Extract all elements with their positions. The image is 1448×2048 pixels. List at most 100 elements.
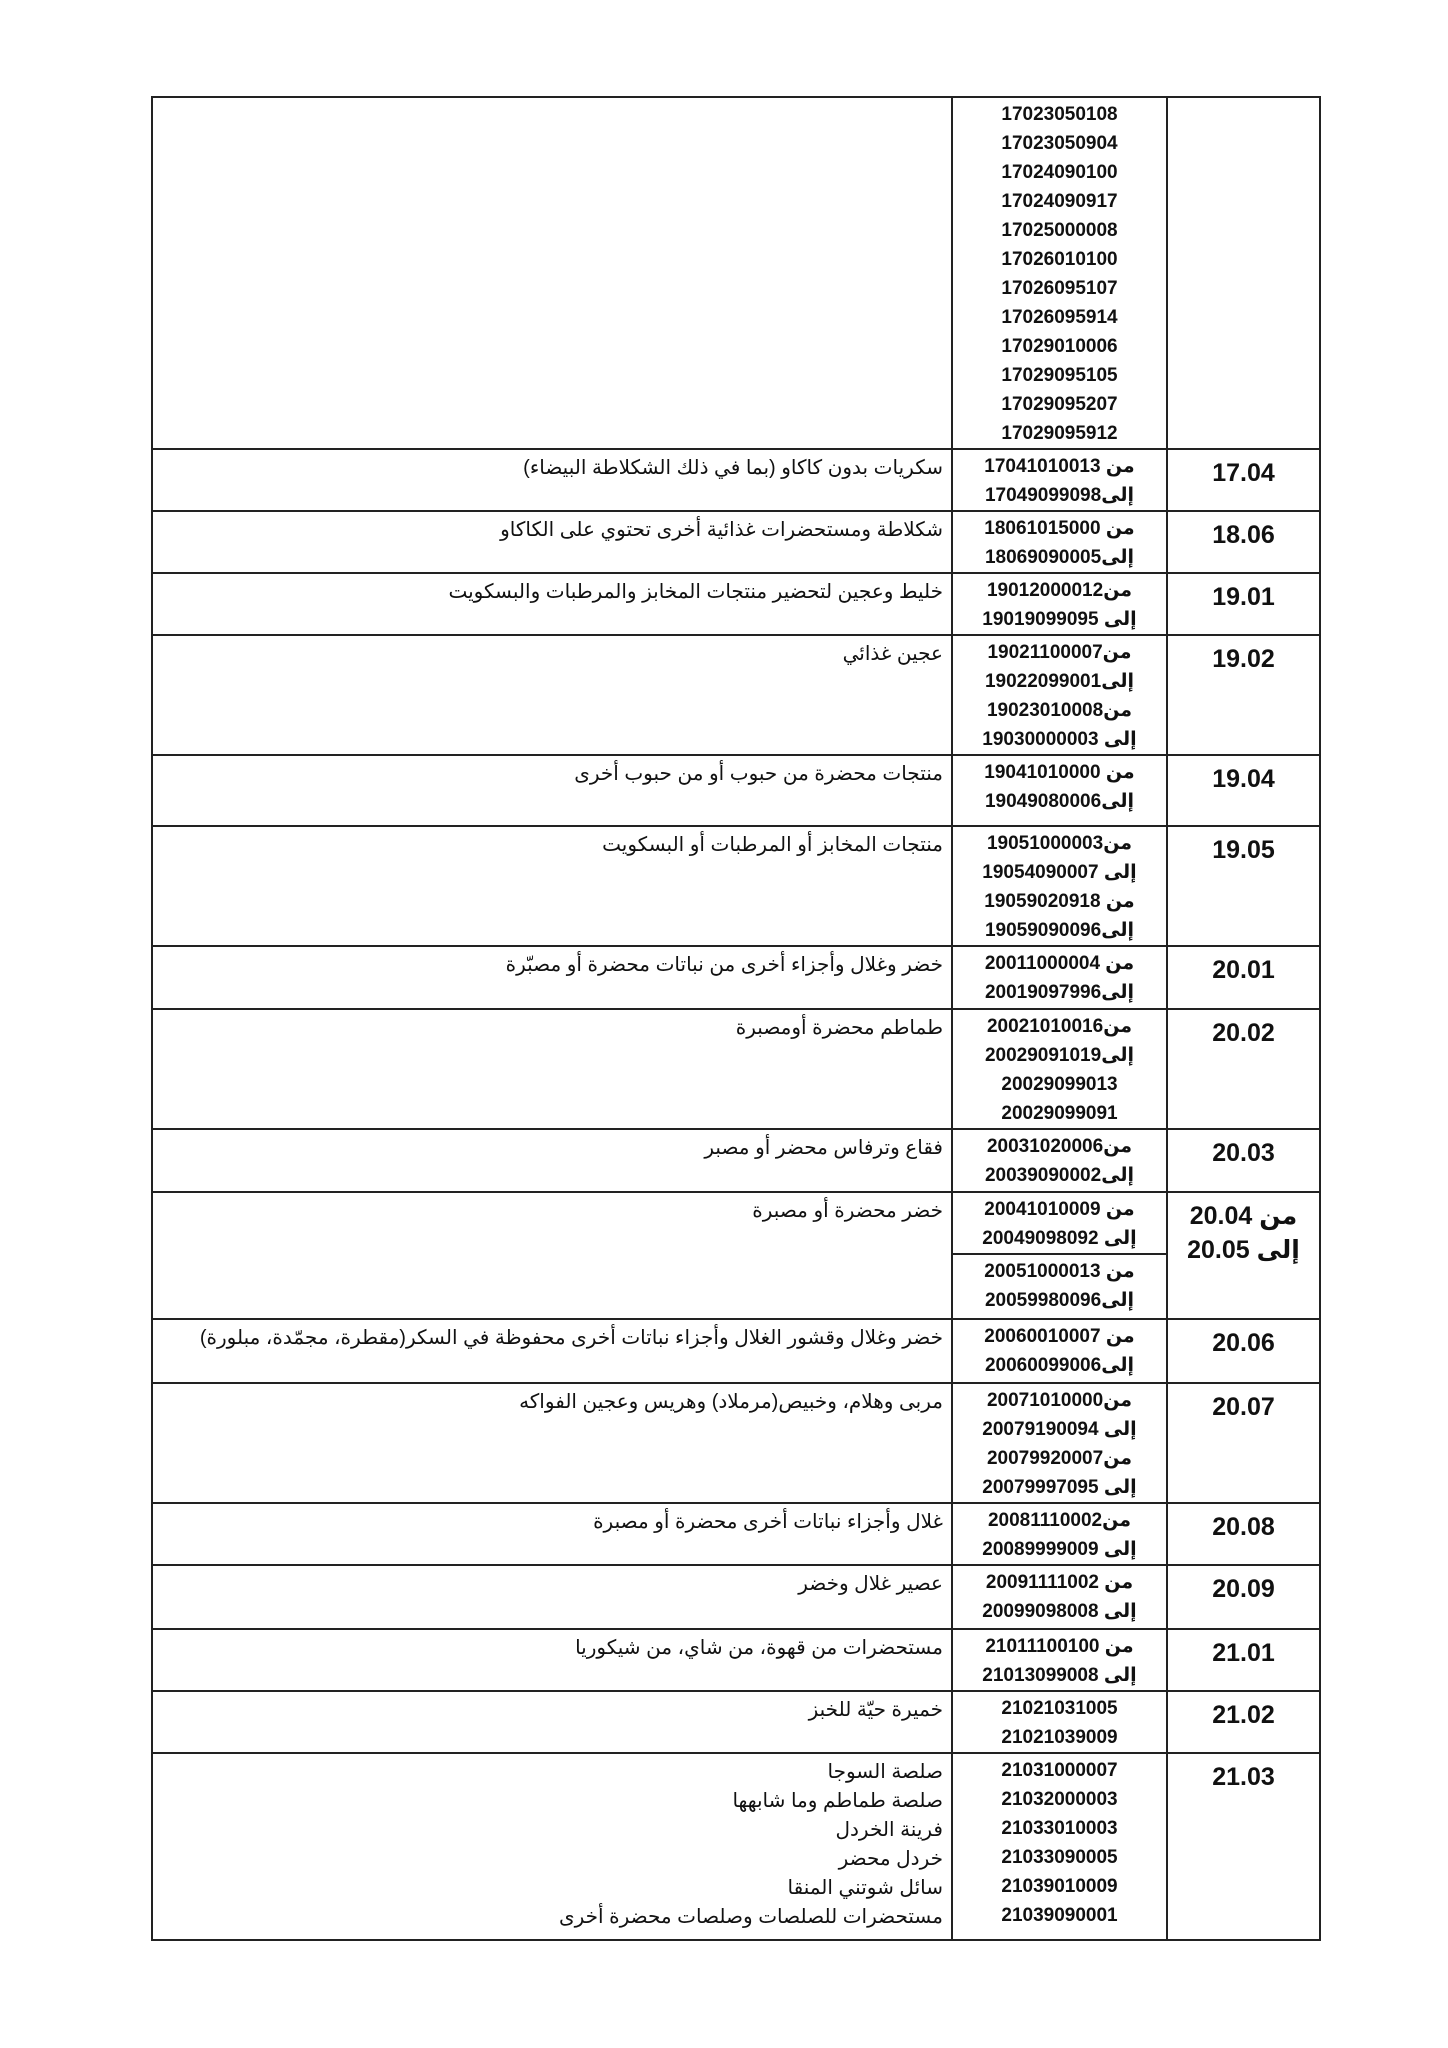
tariff-codes-cell: من 20011000004 إلى20019097996	[951, 945, 1168, 1010]
tariff-code: إلى19049080006	[984, 791, 1135, 812]
description-line: غلال وأجزاء نباتات أخرى محضرة أو مصبرة	[593, 1511, 943, 1533]
heading-number: 21.02	[1166, 1690, 1321, 1754]
table-row: 20.08 من20081110002 إلى 20089999009 غلال وأ…	[151, 1502, 1321, 1566]
description-line: صلصة السوجا	[827, 1761, 943, 1783]
code-group: 17023050108 17023050904 17024090100 1702409…	[953, 98, 1166, 448]
code-group: من 20041010009 إلى 20049098092	[953, 1193, 1166, 1253]
code-group: من 18061015000 إلى18069090005	[953, 512, 1166, 572]
tariff-codes-cell: من20081110002 إلى 20089999009	[951, 1502, 1168, 1566]
tariff-code: من 20091111002	[985, 1572, 1134, 1593]
tariff-code: 21033090005	[1001, 1847, 1118, 1868]
heading-number: 20.08	[1166, 1502, 1321, 1566]
tariff-code: 17024090917	[1001, 191, 1118, 212]
tariff-table: 17023050108 17023050904 17024090100 1702409…	[151, 96, 1321, 1941]
tariff-code: من20071010000	[986, 1390, 1133, 1411]
code-group: من 20011000004 إلى20019097996	[953, 947, 1166, 1007]
tariff-code: إلى 19054090007	[982, 862, 1137, 883]
table-row: 18.06 من 18061015000 إلى18069090005 شكلاطة …	[151, 510, 1321, 574]
product-description: شكلاطة ومستحضرات غذائية أخرى تحتوي على ا…	[151, 510, 953, 574]
product-description: مربى وهلام، وخبيص(مرملاد) وهريس وعجين ال…	[151, 1382, 953, 1504]
tariff-code: 17026095107	[1001, 278, 1118, 299]
product-description: خضر محضرة أو مصبرة	[151, 1191, 953, 1320]
tariff-code: من 19041010000	[984, 762, 1135, 783]
tariff-code: من19021100007	[987, 642, 1132, 663]
description-line: مستحضرات للصلصات وصلصات محضرة أخرى	[558, 1906, 943, 1928]
tariff-code: من 20051000013	[984, 1261, 1135, 1282]
code-group: من 17041010013 إلى17049099098	[953, 450, 1166, 510]
heading-number	[1166, 96, 1321, 450]
table-row: 19.05 من19051000003 إلى 19054090007 من 1905…	[151, 825, 1321, 947]
tariff-code: من20081110002	[987, 1510, 1131, 1531]
tariff-code: من19023010008	[986, 700, 1133, 721]
tariff-code: 17029095105	[1001, 365, 1118, 386]
tariff-code: 17025000008	[1001, 220, 1118, 241]
code-group: من20031020006 إلى20039090002	[953, 1130, 1166, 1190]
table-row: 17.04 من 17041010013 إلى17049099098 سكريات …	[151, 448, 1321, 512]
tariff-code: من 19059020918	[984, 891, 1135, 912]
description-line: فرينة الخردل	[835, 1819, 943, 1841]
tariff-code: من 17041010013	[984, 456, 1135, 477]
tariff-code: 21033010003	[1001, 1818, 1118, 1839]
tariff-code: 17029095207	[1001, 394, 1118, 415]
description-line: صلصة طماطم وما شابهها	[732, 1790, 943, 1812]
tariff-codes-cell: من20021010016 إلى20029091019 20029099013 20…	[951, 1008, 1168, 1130]
product-description: صلصة السوجا صلصة طماطم وما شابهها فرينة ال…	[151, 1752, 953, 1941]
description-line: عصير غلال وخضر	[798, 1573, 943, 1595]
code-group: من20081110002 إلى 20089999009	[953, 1504, 1166, 1564]
description-line: طماطم محضرة أومصبرة	[735, 1017, 943, 1039]
tariff-code: من 20060010007	[984, 1326, 1135, 1347]
tariff-code: من20079920007	[986, 1448, 1133, 1469]
tariff-code: 17023050904	[1001, 133, 1118, 154]
tariff-codes-cell: من20071010000 إلى 20079190094 من2007992000…	[951, 1382, 1168, 1504]
tariff-code: إلى 20079190094	[982, 1419, 1137, 1440]
product-description: غلال وأجزاء نباتات أخرى محضرة أو مصبرة	[151, 1502, 953, 1566]
product-description: خليط وعجين لتحضير منتجات المخابز والمرطب…	[151, 572, 953, 636]
product-description: عصير غلال وخضر	[151, 1564, 953, 1630]
tariff-codes-cell: 17023050108 17023050904 17024090100 1702409…	[951, 96, 1168, 450]
tariff-code: 17029010006	[1001, 336, 1118, 357]
tariff-code: 21021039009	[1001, 1727, 1118, 1748]
tariff-codes-cell: من 20091111002 إلى 20099098008	[951, 1564, 1168, 1630]
heading-number: 20.09	[1166, 1564, 1321, 1630]
table-row: من 20.04 إلى 20.05 من 20041010009 إلى 20049…	[151, 1191, 1321, 1320]
tariff-code: إلى 20099098008	[982, 1601, 1137, 1622]
description-line: خضر محضرة أو مصبرة	[752, 1200, 943, 1222]
code-group: من19051000003 إلى 19054090007 من 190590209…	[953, 827, 1166, 945]
code-group: من19012000012 إلى 19019099095	[953, 574, 1166, 634]
description-line: سائل شوتني المنقا	[787, 1877, 944, 1899]
tariff-codes-cell: من20031020006 إلى20039090002	[951, 1128, 1168, 1193]
tariff-code: إلى 21013099008	[982, 1665, 1137, 1686]
tariff-code: إلى17049099098	[984, 485, 1135, 506]
code-group: من 20060010007 إلى20060099006	[953, 1320, 1166, 1380]
tariff-code: من 20041010009	[984, 1199, 1135, 1220]
tariff-code: 20029099091	[1001, 1103, 1118, 1124]
tariff-code: إلى20039090002	[984, 1165, 1135, 1186]
product-description: خضر وغلال وأجزاء أخرى من نباتات محضرة أو…	[151, 945, 953, 1010]
tariff-code: 21032000003	[1001, 1789, 1118, 1810]
table-row: 20.03 من20031020006 إلى20039090002 فقاع وتر…	[151, 1128, 1321, 1193]
code-group: من20021010016 إلى20029091019 20029099013 20…	[953, 1010, 1166, 1128]
table-row: 21.02 21021031005 21021039009 خميرة حيّة لل…	[151, 1690, 1321, 1754]
description-line: منتجات محضرة من حبوب أو من حبوب أخرى	[574, 763, 943, 785]
description-line: منتجات المخابز أو المرطبات أو البسكويت	[602, 834, 943, 856]
heading-number: 20.01	[1166, 945, 1321, 1010]
tariff-codes-cell: من 21011100100 إلى 21013099008	[951, 1628, 1168, 1692]
description-line: سكريات بدون كاكاو (بما في ذلك الشكلاطة ا…	[523, 457, 943, 479]
tariff-code: إلى 19019099095	[982, 609, 1137, 630]
heading-number: 21.01	[1166, 1628, 1321, 1692]
heading-number: 19.01	[1166, 572, 1321, 636]
tariff-codes-cell: من 19041010000 إلى19049080006	[951, 754, 1168, 827]
description-line: مربى وهلام، وخبيص(مرملاد) وهريس وعجين ال…	[519, 1391, 943, 1413]
tariff-code: 20029099013	[1001, 1074, 1118, 1095]
tariff-code: 21039010009	[1001, 1876, 1118, 1897]
heading-number: 20.07	[1166, 1382, 1321, 1504]
tariff-code: 21039090001	[1001, 1905, 1118, 1926]
tariff-code: من 18061015000	[984, 518, 1135, 539]
description-line: خضر وغلال وأجزاء أخرى من نباتات محضرة أو…	[505, 954, 943, 976]
product-description	[151, 96, 953, 450]
description-line: خليط وعجين لتحضير منتجات المخابز والمرطب…	[448, 581, 943, 603]
tariff-codes-cell: 21031000007 21032000003 21033010003 2103309…	[951, 1752, 1168, 1941]
heading-number: 17.04	[1166, 448, 1321, 512]
tariff-codes-cell: 21021031005 21021039009	[951, 1690, 1168, 1754]
tariff-code: من 21011100100	[985, 1636, 1134, 1657]
